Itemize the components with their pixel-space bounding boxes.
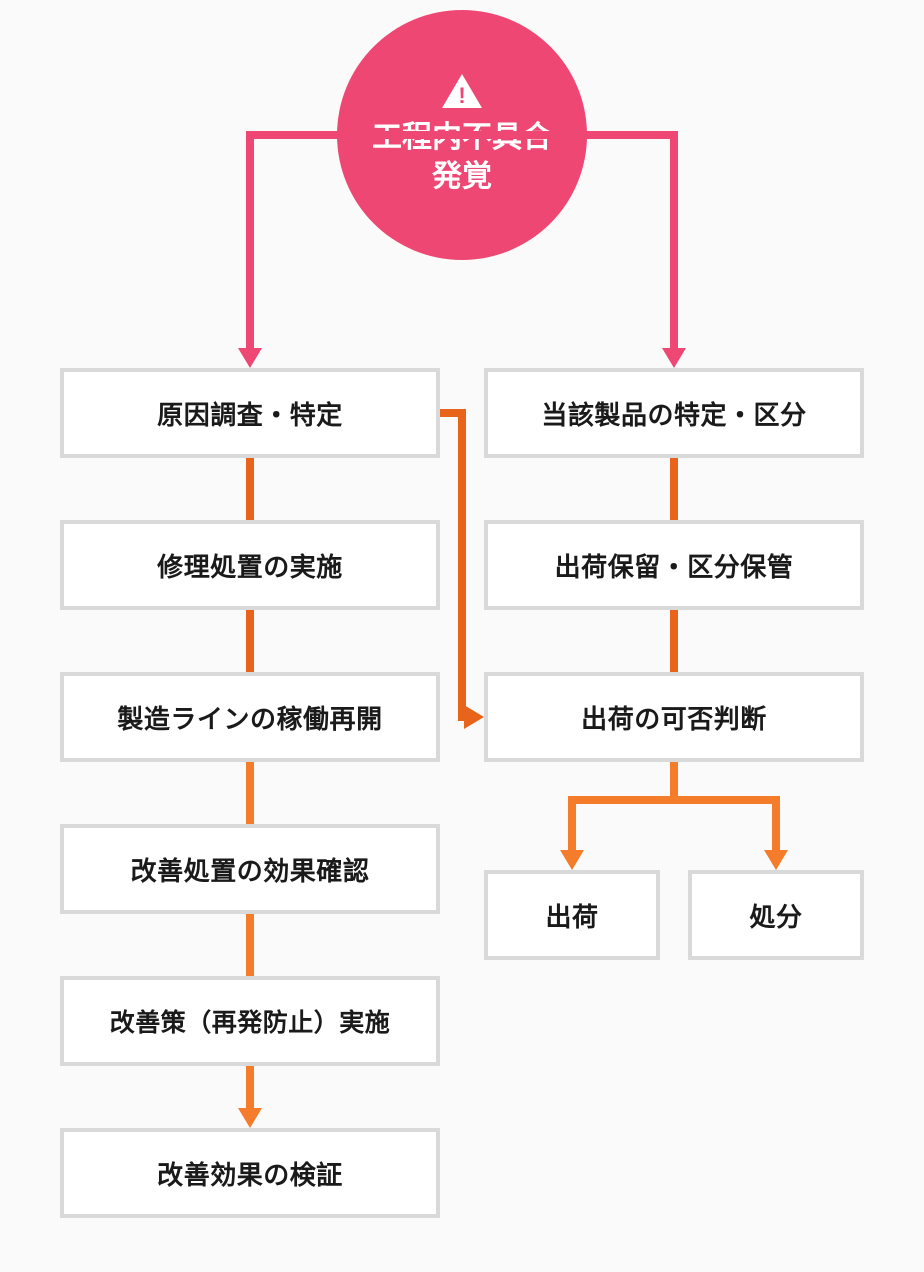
flow-box-left5: 改善策（再発防止）実施 — [60, 976, 440, 1066]
flow-box-label: 改善効果の検証 — [157, 1155, 343, 1192]
flow-box-label: 修理処置の実施 — [157, 547, 343, 584]
flow-box-label: 改善策（再発防止）実施 — [110, 1003, 391, 1039]
flow-box-label: 当該製品の特定・区分 — [541, 395, 806, 432]
flow-box-right2: 出荷保留・区分保管 — [484, 520, 864, 610]
flow-box-left2: 修理処置の実施 — [60, 520, 440, 610]
flow-box-label: 改善処置の効果確認 — [131, 851, 370, 888]
flow-box-rightB: 処分 — [688, 870, 864, 960]
flow-box-label: 処分 — [749, 897, 802, 934]
flow-box-label: 製造ラインの稼働再開 — [117, 699, 382, 736]
flow-box-label: 出荷の可否判断 — [581, 699, 767, 736]
flow-box-rightA: 出荷 — [484, 870, 660, 960]
warning-icon — [442, 74, 482, 108]
flow-box-left1: 原因調査・特定 — [60, 368, 440, 458]
flow-box-right3: 出荷の可否判断 — [484, 672, 864, 762]
flow-box-left6: 改善効果の検証 — [60, 1128, 440, 1218]
flow-box-left4: 改善処置の効果確認 — [60, 824, 440, 914]
flow-box-right1: 当該製品の特定・区分 — [484, 368, 864, 458]
flow-box-label: 原因調査・特定 — [157, 395, 343, 432]
flow-box-label: 出荷保留・区分保管 — [555, 547, 794, 584]
start-node: 工程内不具合発覚 — [337, 10, 587, 260]
flow-box-left3: 製造ラインの稼働再開 — [60, 672, 440, 762]
start-label-line1: 工程内不具合 — [372, 118, 552, 157]
flow-box-label: 出荷 — [545, 897, 598, 934]
flowchart-canvas: 工程内不具合発覚原因調査・特定修理処置の実施製造ラインの稼働再開改善処置の効果確… — [0, 0, 924, 1272]
start-label-line2: 発覚 — [432, 157, 492, 196]
